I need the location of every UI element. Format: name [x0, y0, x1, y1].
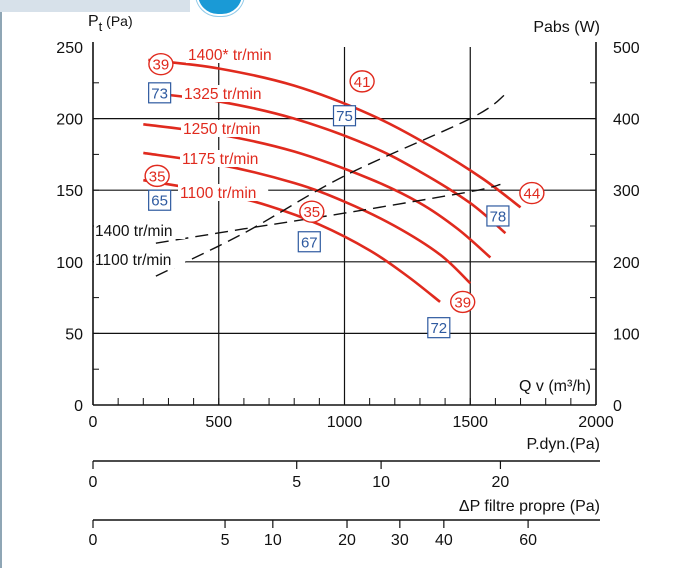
speed-label-bg — [180, 150, 271, 167]
pdyn-scale-tick-label: 5 — [292, 474, 301, 491]
y-left-tick-label: 50 — [65, 326, 83, 343]
power-label: 1100 tr/min — [95, 252, 171, 269]
y-right-axis-title: Pabs (W) — [533, 19, 600, 36]
noise-badge-red — [299, 200, 325, 223]
filter-scale-tick-label: 10 — [264, 532, 282, 549]
filter-scale-title: ΔP filtre propre (Pa) — [459, 498, 600, 515]
noise-label-red: 39 — [153, 57, 170, 74]
y-right-tick-label: 300 — [613, 183, 640, 200]
noise-badge-red — [144, 164, 170, 188]
filter-scale-tick-label: 5 — [221, 532, 230, 549]
y-left-tick-label: 0 — [74, 398, 83, 415]
speed-label: 1325 tr/min — [184, 86, 262, 103]
noise-badge-blue — [148, 82, 172, 104]
noise-label-blue: 65 — [151, 193, 168, 210]
pdyn-scale-tick-label: 0 — [89, 474, 98, 491]
pressure-curve — [148, 58, 522, 209]
power-curve — [155, 93, 506, 277]
x-tick-label: 500 — [205, 414, 232, 431]
y-right-tick-label: 100 — [613, 326, 640, 343]
y-left-axis-title: Pt (Pa) — [88, 13, 133, 34]
header-tab — [0, 0, 190, 12]
speed-label-bg — [178, 184, 269, 201]
power-label: 1400 tr/min — [95, 223, 173, 240]
y-left-tick-label: 100 — [56, 255, 83, 272]
noise-label-red: 39 — [454, 294, 471, 311]
y-right-tick-label: 500 — [613, 40, 640, 57]
noise-badge-red — [349, 70, 375, 93]
speed-label: 1250 tr/min — [183, 121, 261, 138]
noise-badge-blue — [148, 189, 172, 211]
pdyn-scale-title: P.dyn.(Pa) — [526, 436, 600, 453]
noise-label-red: 35 — [149, 168, 166, 185]
noise-label-blue: 75 — [336, 108, 353, 125]
speed-label-bg — [181, 120, 272, 137]
pdyn-scale-tick-label: 20 — [492, 474, 510, 491]
noise-label-red: 35 — [303, 204, 320, 221]
x-axis-title: Q v (m³/h) — [519, 378, 591, 395]
noise-badge-red — [450, 290, 476, 314]
noise-badge-red — [148, 52, 174, 76]
filter-scale-tick-label: 30 — [391, 532, 409, 549]
power-label-bg — [94, 251, 186, 268]
y-right-tick-label: 400 — [613, 112, 640, 129]
power-curve — [155, 183, 501, 244]
noise-label-blue: 67 — [301, 234, 318, 251]
speed-label-bg — [182, 85, 273, 102]
x-tick-label: 1000 — [327, 414, 363, 431]
noise-badge-red — [519, 181, 545, 205]
filter-scale-tick-label: 0 — [89, 532, 98, 549]
noise-badge-blue — [332, 105, 357, 127]
y-left-tick-label: 200 — [56, 112, 83, 129]
filter-scale-tick-label: 20 — [338, 532, 356, 549]
y-left-tick-label: 150 — [56, 183, 83, 200]
noise-badge-blue — [486, 205, 510, 227]
noise-label-red: 44 — [524, 186, 541, 203]
noise-badge-blue — [427, 317, 451, 339]
filter-scale-tick-label: 40 — [435, 532, 453, 549]
noise-badge-blue — [297, 231, 321, 253]
power-label-bg — [94, 222, 186, 239]
speed-label: 1100 tr/min — [180, 185, 256, 202]
x-tick-label: 2000 — [578, 414, 614, 431]
speed-label: 1400* tr/min — [188, 47, 272, 64]
speed-label-bg — [186, 46, 285, 63]
x-tick-label: 0 — [89, 414, 98, 431]
noise-label-blue: 78 — [490, 208, 507, 225]
pdyn-scale-tick-label: 10 — [372, 474, 390, 491]
y-left-tick-label: 250 — [56, 40, 83, 57]
speed-label: 1175 tr/min — [182, 151, 258, 168]
noise-label-red: 41 — [354, 74, 371, 91]
filter-scale-tick-label: 60 — [519, 532, 537, 549]
y-right-tick-label: 200 — [613, 255, 640, 272]
x-tick-label: 1500 — [452, 414, 488, 431]
noise-label-blue: 73 — [151, 85, 168, 102]
left-border — [0, 0, 2, 568]
y-right-tick-label: 0 — [613, 398, 622, 415]
noise-label-blue: 72 — [430, 320, 447, 337]
